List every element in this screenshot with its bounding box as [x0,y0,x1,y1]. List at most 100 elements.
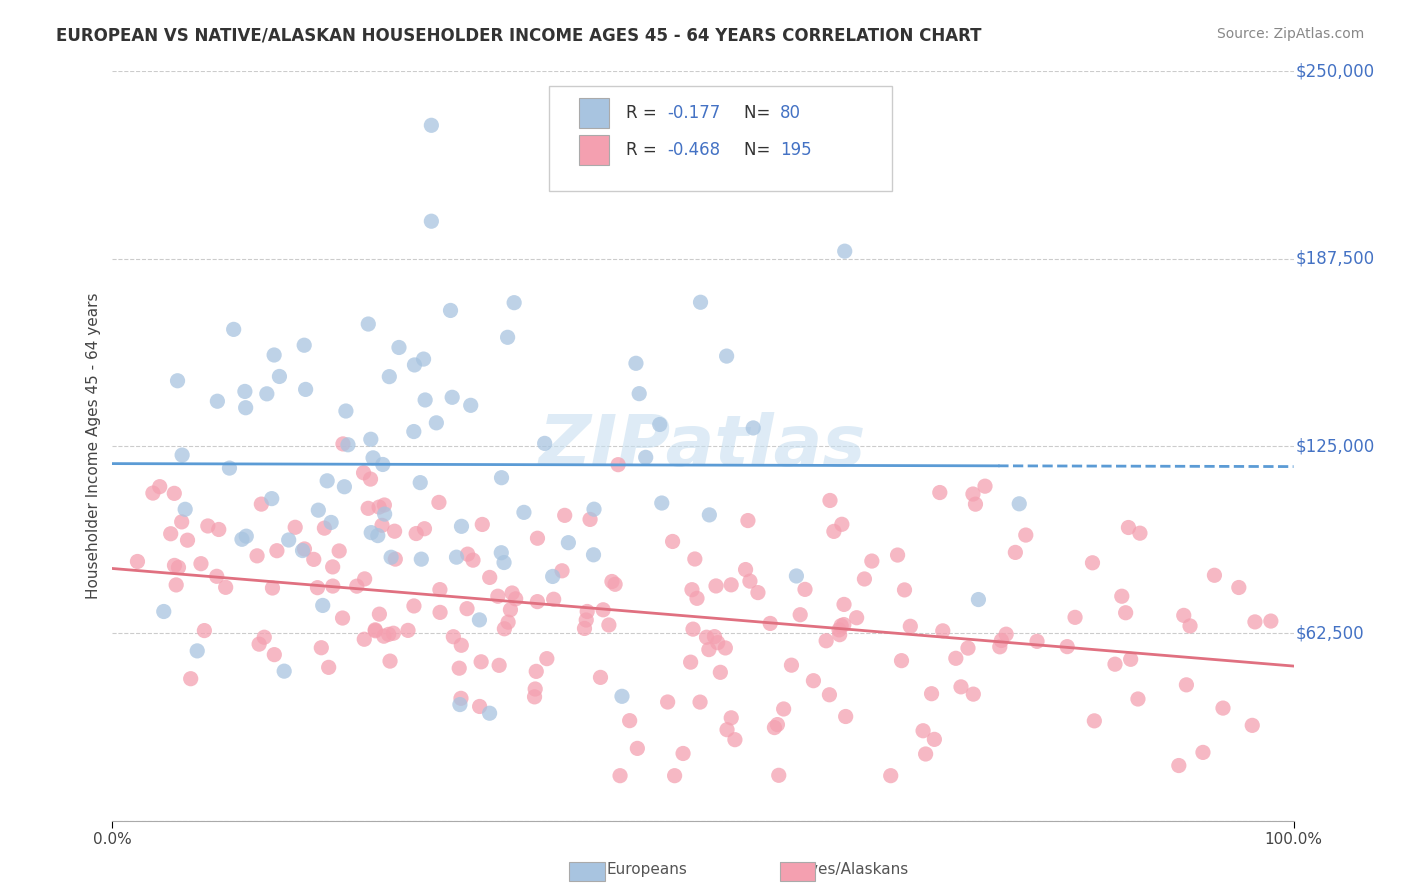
Point [499,603,522,617]
Point [1104,657,1126,672]
Point [321,516,343,530]
Point [357,501,380,516]
Point [336,438,359,452]
Text: $125,000: $125,000 [1296,437,1375,455]
Point [446,550,468,565]
Point [378,369,401,384]
Point [1083,714,1105,728]
Point [159,526,181,541]
Point [302,552,325,566]
Point [860,554,883,568]
Point [543,592,565,607]
Point [478,570,501,584]
Point [378,654,401,668]
Point [634,450,657,465]
Point [273,664,295,678]
Point [815,633,838,648]
Point [716,349,738,363]
Point [526,531,548,545]
Point [377,627,399,641]
Point [218,461,240,475]
Point [1015,528,1038,542]
Point [149,480,172,494]
Point [932,624,955,638]
Point [367,528,389,542]
Point [1115,606,1137,620]
Point [163,486,186,500]
Point [205,569,228,583]
Point [681,582,703,597]
Point [396,624,419,638]
Point [373,629,395,643]
Point [322,560,344,574]
Point [311,640,333,655]
Point [697,642,720,657]
Point [167,560,190,574]
Point [956,641,979,656]
Point [222,322,245,336]
Point [1056,640,1078,654]
Point [450,638,472,652]
Point [405,526,427,541]
Point [898,619,921,633]
Point [533,436,555,450]
Point [488,658,510,673]
Point [491,546,513,560]
Point [1260,614,1282,628]
Point [818,493,841,508]
Point [235,529,257,543]
Point [388,341,411,355]
Point [853,572,876,586]
Point [524,665,547,679]
Point [439,303,461,318]
Point [831,517,853,532]
Point [554,508,576,523]
Point [759,616,782,631]
Point [371,458,394,472]
Point [734,563,756,577]
Point [380,550,402,565]
Point [1129,526,1152,541]
Point [450,519,472,533]
Text: 195: 195 [780,141,811,159]
Point [703,630,725,644]
Point [696,630,718,644]
Point [890,654,912,668]
Point [1178,619,1201,633]
Point [368,607,391,622]
Point [720,711,742,725]
Point [1118,520,1140,534]
Point [794,582,817,597]
Point [557,535,579,549]
Point [706,636,728,650]
Point [579,512,602,526]
Point [672,747,695,761]
Point [1204,568,1226,582]
Point [714,640,737,655]
Point [190,557,212,571]
Point [263,648,285,662]
Point [307,503,329,517]
Point [962,687,984,701]
Point [921,687,943,701]
Text: N=: N= [744,141,776,159]
Point [962,487,984,501]
Point [624,356,647,370]
Point [328,544,350,558]
Point [332,437,354,451]
Point [461,553,484,567]
Point [661,534,683,549]
Point [233,384,256,399]
Point [307,581,329,595]
Point [780,658,803,673]
Point [716,723,738,737]
Point [314,521,336,535]
Point [1008,497,1031,511]
Point [619,714,641,728]
Point [834,709,856,723]
Point [231,533,253,547]
Text: -0.468: -0.468 [668,141,721,159]
Point [501,586,523,600]
Point [1192,745,1215,759]
Point [186,644,208,658]
